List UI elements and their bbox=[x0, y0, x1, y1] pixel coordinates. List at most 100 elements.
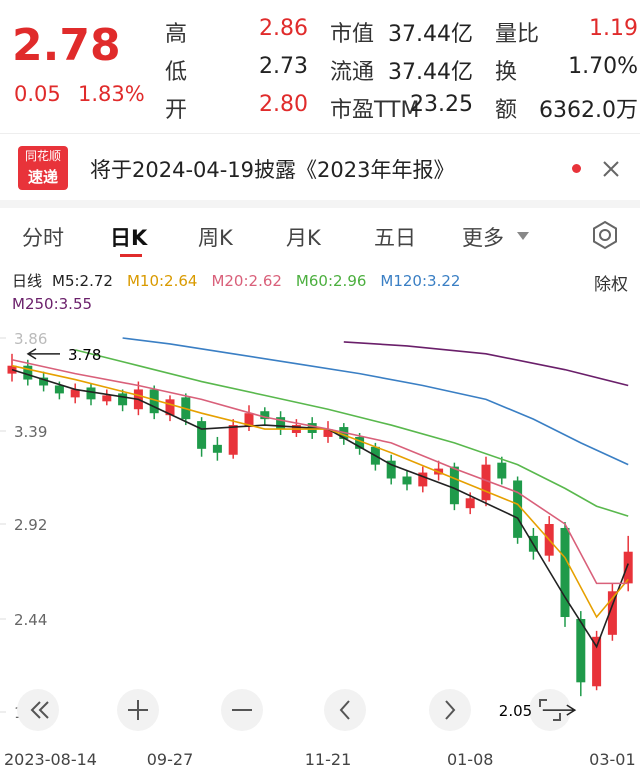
logo-bottom: 速递 bbox=[27, 168, 58, 186]
candle-body bbox=[418, 472, 428, 487]
controls bbox=[17, 689, 571, 731]
price: 2.78 bbox=[12, 20, 121, 71]
stat-label: 高 bbox=[165, 22, 188, 47]
candle-body bbox=[102, 395, 112, 402]
stat-value: 6362.0万 bbox=[539, 98, 638, 123]
dropdown-arrow bbox=[517, 232, 529, 240]
candle-body bbox=[212, 444, 222, 453]
news-text: 将于2024-04-19披露《2023年年报》 bbox=[90, 158, 455, 182]
max-arrow bbox=[26, 348, 60, 360]
stat-value: 37.44亿 bbox=[388, 22, 473, 47]
stat-label: 额 bbox=[495, 98, 518, 123]
candle-body bbox=[149, 389, 159, 414]
stat-value: 23.25 bbox=[410, 92, 473, 117]
stat-label: 市值 bbox=[330, 22, 375, 47]
ma-line bbox=[11, 368, 629, 649]
tab[interactable]: 分时 bbox=[22, 226, 64, 250]
legend-m250: M250:3.55 bbox=[12, 295, 93, 313]
ma-line bbox=[75, 349, 629, 517]
stat-label: 量比 bbox=[495, 22, 540, 47]
x-tick-label: 09-27 bbox=[147, 750, 194, 769]
legend-item: 日线 bbox=[12, 272, 43, 290]
ma-line bbox=[11, 364, 629, 619]
candle-body bbox=[70, 389, 80, 398]
news-logo: 同花顺 速递 bbox=[18, 146, 68, 190]
candle-body bbox=[165, 399, 175, 416]
candle-body bbox=[86, 387, 96, 400]
tab[interactable]: 月K bbox=[286, 226, 321, 250]
stat-label: 流通 bbox=[330, 60, 375, 85]
candle-body bbox=[228, 425, 238, 455]
x-tick-label: 01-08 bbox=[447, 750, 494, 769]
ma-line bbox=[122, 337, 629, 466]
stat-value: 2.80 bbox=[259, 92, 308, 117]
candle-body bbox=[497, 462, 507, 479]
tab[interactable]: 更多 bbox=[462, 226, 504, 250]
kline-chart: 3.863.392.922.441.97 2023-08-1409-2711-2… bbox=[0, 330, 636, 769]
candle-body bbox=[118, 393, 128, 406]
zoom-out-far[interactable] bbox=[17, 689, 59, 731]
candle-body bbox=[260, 411, 270, 420]
stat-label: 低 bbox=[165, 60, 188, 85]
stat-value: 37.44亿 bbox=[388, 60, 473, 85]
stat-value: 1.19 bbox=[589, 16, 638, 41]
legend-item: M5:2.72 bbox=[52, 272, 113, 290]
y-tick-label: 3.86 bbox=[14, 330, 47, 348]
candle-body bbox=[560, 527, 570, 618]
max-label: 3.78 bbox=[68, 346, 101, 364]
unread-dot bbox=[572, 164, 581, 173]
ma-line bbox=[343, 341, 629, 387]
stat-label: 开 bbox=[165, 98, 188, 123]
x-tick-label: 2023-08-14 bbox=[4, 750, 97, 769]
candle-body bbox=[576, 618, 586, 683]
legend-item: M20:2.62 bbox=[211, 272, 282, 290]
change-pct: 1.83% bbox=[78, 82, 145, 106]
ma-line bbox=[11, 358, 629, 585]
candle-body bbox=[197, 421, 207, 449]
move-right[interactable] bbox=[429, 689, 471, 731]
x-tick-label: 11-21 bbox=[305, 750, 352, 769]
candle-body bbox=[481, 464, 491, 501]
min-arrow bbox=[542, 704, 577, 716]
legend: 日线 M5:2.72 M10:2.64 M20:2.62 M60:2.96 M120:3.… bbox=[12, 270, 474, 291]
tab[interactable]: 日K bbox=[110, 226, 148, 250]
candle-body bbox=[355, 436, 365, 449]
tab[interactable]: 五日 bbox=[374, 226, 416, 250]
stat-label: 市盈TTM bbox=[330, 98, 420, 123]
stat-value: 2.73 bbox=[259, 54, 308, 79]
close-button[interactable] bbox=[602, 160, 620, 178]
candle-body bbox=[592, 636, 602, 687]
candle-body bbox=[39, 377, 49, 386]
candle-body bbox=[54, 385, 64, 394]
x-tick-label: 03-01 bbox=[589, 750, 636, 769]
change: 0.05 bbox=[14, 82, 61, 106]
settings-button[interactable] bbox=[590, 220, 620, 250]
candle-body bbox=[386, 460, 396, 479]
y-tick-label: 3.39 bbox=[14, 423, 47, 441]
tab-underline bbox=[120, 254, 142, 257]
candle-body bbox=[276, 417, 286, 430]
news-banner[interactable]: 同花顺速递 将于2024-04-19披露《2023年年报》 bbox=[0, 133, 640, 208]
min-label: 2.05 bbox=[499, 702, 532, 720]
legend-item: M60:2.96 bbox=[295, 272, 367, 290]
candle-body bbox=[244, 413, 254, 428]
candle-body bbox=[465, 498, 475, 509]
restore-button[interactable]: 除权 bbox=[594, 275, 628, 295]
candle-body bbox=[402, 476, 412, 485]
stat-value: 2.86 bbox=[259, 16, 308, 41]
legend-item: M10:2.64 bbox=[126, 272, 198, 290]
legend-item: M120:3.22 bbox=[380, 272, 461, 290]
stat-label: 换 bbox=[495, 60, 518, 85]
candle-body bbox=[607, 591, 617, 635]
candle-body bbox=[323, 429, 333, 437]
move-left[interactable] bbox=[324, 689, 366, 731]
y-tick-label: 2.92 bbox=[14, 516, 47, 534]
candle-body bbox=[623, 551, 633, 584]
candle-body bbox=[23, 365, 33, 380]
candle-body bbox=[449, 466, 459, 505]
y-tick-label: 2.44 bbox=[14, 611, 47, 629]
tab[interactable]: 周K bbox=[198, 226, 233, 250]
logo-top: 同花顺 bbox=[24, 149, 61, 163]
candle-body bbox=[513, 480, 523, 538]
